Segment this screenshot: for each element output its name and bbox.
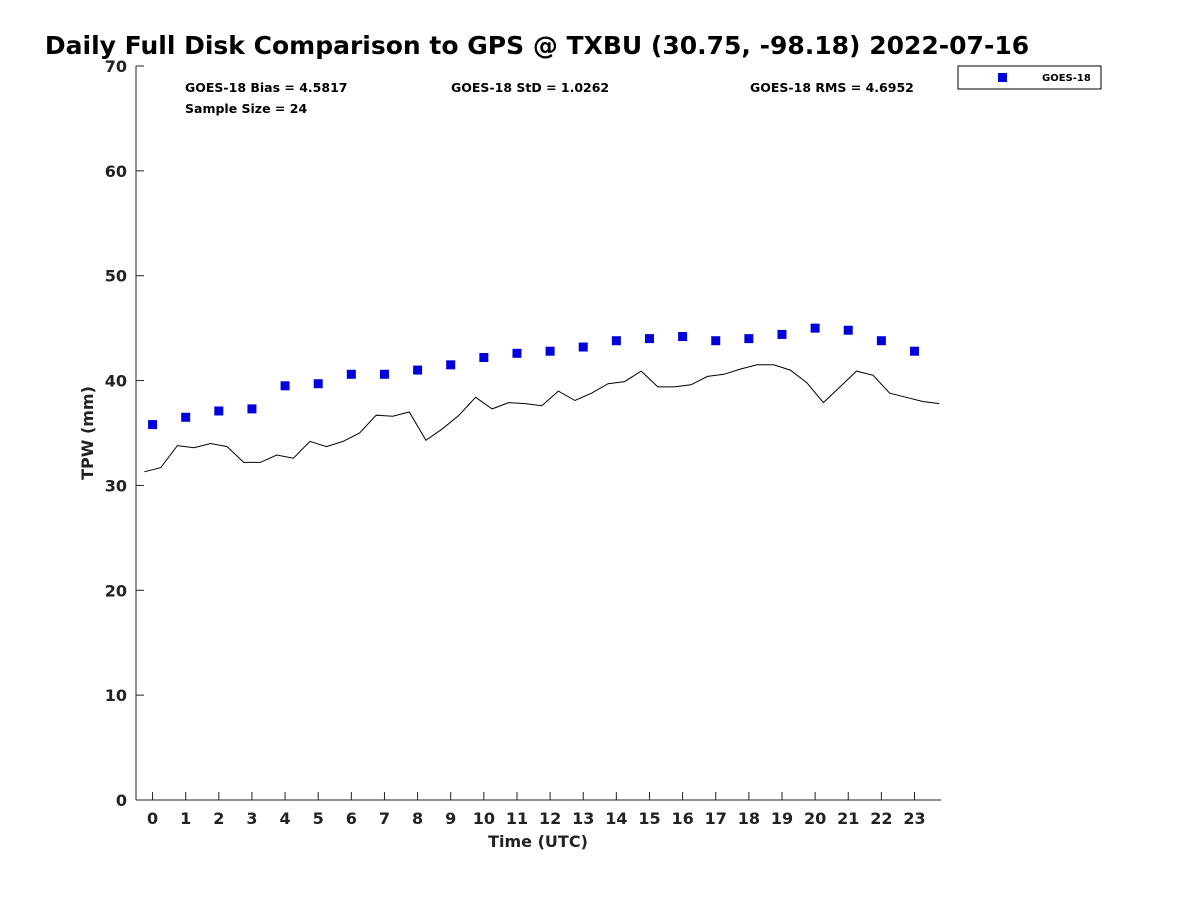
x-tick-label: 10 (473, 809, 495, 828)
legend: GOES-18 (957, 65, 1102, 90)
x-tick-label: 0 (147, 809, 158, 828)
y-tick-label: 40 (105, 372, 127, 391)
y-tick-label: 30 (105, 476, 127, 495)
goes18-point (545, 346, 555, 356)
legend-label-goes18: GOES-18 (1042, 73, 1091, 84)
x-tick-label: 21 (837, 809, 859, 828)
goes18-point (247, 404, 257, 414)
bias-stat: GOES-18 Bias = 4.5817 (185, 80, 347, 95)
x-axis-ticks: 0 1 2 3 4 5 6 7 8 9 10 11 12 13 14 15 16 17 18 19 20 21 22 23 (147, 792, 926, 828)
std-stat: GOES-18 StD = 1.0262 (451, 80, 609, 95)
x-tick-label: 16 (671, 809, 693, 828)
legend-box (957, 65, 1102, 90)
y-tick-label: 20 (105, 581, 127, 600)
y-tick-label: 60 (105, 162, 127, 181)
x-tick-label: 23 (903, 809, 925, 828)
x-tick-label: 14 (605, 809, 627, 828)
x-axis-label: Time (UTC) (488, 832, 588, 851)
x-tick-label: 15 (638, 809, 660, 828)
x-tick-label: 2 (213, 809, 224, 828)
goes18-point (876, 336, 886, 346)
goes18-point (678, 332, 688, 342)
goes18-point (313, 379, 323, 389)
y-axis-label: TPW (mm) (78, 386, 97, 480)
x-tick-label: 3 (246, 809, 257, 828)
rms-stat: GOES-18 RMS = 4.6952 (750, 80, 914, 95)
x-tick-label: 7 (379, 809, 390, 828)
x-tick-label: 19 (771, 809, 793, 828)
x-tick-label: 11 (506, 809, 528, 828)
goes18-point (578, 342, 588, 352)
goes18-point (810, 323, 820, 333)
goes18-point (479, 353, 489, 363)
goes18-point (446, 360, 456, 370)
y-tick-label: 70 (105, 57, 127, 76)
y-tick-label: 0 (116, 791, 127, 810)
goes18-point (512, 348, 522, 358)
chart-title: Daily Full Disk Comparison to GPS @ TXBU… (45, 31, 1029, 60)
goes18-point (181, 412, 191, 422)
goes18-point (644, 334, 654, 344)
x-tick-label: 4 (280, 809, 291, 828)
goes18-point (711, 336, 721, 346)
goes18-point (777, 329, 787, 339)
x-tick-label: 1 (180, 809, 191, 828)
x-tick-label: 22 (870, 809, 892, 828)
goes18-point (280, 381, 290, 391)
goes18-point (843, 325, 853, 335)
x-tick-label: 9 (445, 809, 456, 828)
goes18-point (379, 369, 389, 379)
x-tick-label: 6 (346, 809, 357, 828)
plot-area (144, 323, 940, 473)
y-tick-label: 10 (105, 686, 127, 705)
goes18-point (611, 336, 621, 346)
x-tick-label: 17 (705, 809, 727, 828)
goes18-point (909, 346, 919, 356)
x-tick-label: 13 (572, 809, 594, 828)
x-tick-label: 5 (313, 809, 324, 828)
goes18-point (346, 369, 356, 379)
x-tick-label: 20 (804, 809, 826, 828)
y-tick-label: 50 (105, 267, 127, 286)
y-axis-ticks: 0 10 20 30 40 50 60 70 (105, 57, 144, 810)
goes18-point (214, 406, 224, 416)
goes18-point (744, 334, 754, 344)
goes18-point (413, 365, 423, 375)
x-tick-label: 12 (539, 809, 561, 828)
x-tick-label: 8 (412, 809, 423, 828)
legend-marker-goes18 (998, 73, 1007, 82)
gps-tpw-line (144, 364, 940, 473)
goes18-point (148, 420, 158, 430)
sample-size-stat: Sample Size = 24 (185, 101, 307, 116)
x-tick-label: 18 (738, 809, 760, 828)
